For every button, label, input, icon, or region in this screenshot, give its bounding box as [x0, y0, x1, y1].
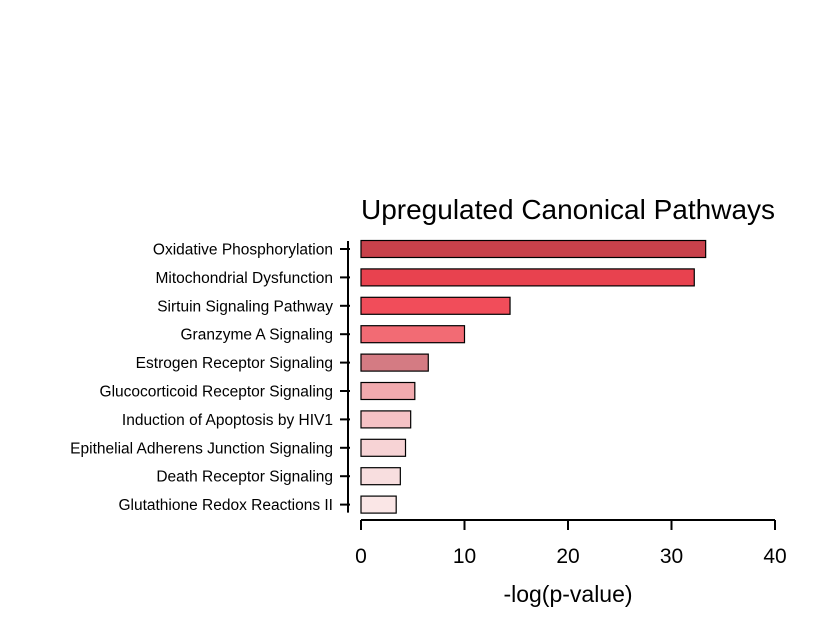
x-tick-label: 0	[355, 545, 367, 568]
bar	[360, 467, 401, 486]
x-tick-label: 30	[660, 545, 683, 568]
category-label: Induction of Apoptosis by HIV1	[122, 412, 333, 429]
bar	[360, 239, 707, 259]
category-label: Estrogen Receptor Signaling	[136, 355, 333, 372]
category-label: Mitochondrial Dysfunction	[156, 270, 333, 287]
bar	[360, 438, 407, 457]
category-label: Glucocorticoid Receptor Signaling	[100, 384, 333, 401]
x-tick-label: 40	[763, 545, 786, 568]
chart-title: Upregulated Canonical Pathways	[361, 194, 775, 225]
category-label: Glutathione Redox Reactions II	[118, 497, 333, 514]
bar	[360, 353, 429, 372]
category-label: Sirtuin Signaling Pathway	[157, 298, 333, 315]
x-axis-label: -log(p-value)	[503, 581, 632, 607]
x-tick-label: 10	[453, 545, 476, 568]
x-tick-label: 20	[556, 545, 579, 568]
category-label: Epithelial Adherens Junction Signaling	[70, 440, 333, 457]
category-label: Death Receptor Signaling	[156, 469, 333, 486]
x-axis: 0 10 20 30 40	[355, 519, 787, 568]
bars-group	[360, 239, 707, 514]
bar	[360, 410, 412, 429]
y-axis	[340, 241, 350, 513]
category-label: Oxidative Phosphorylation	[153, 242, 333, 259]
bar	[360, 268, 695, 287]
bar	[360, 495, 397, 514]
category-label: Granzyme A Signaling	[180, 327, 333, 344]
bar	[360, 296, 511, 315]
bar	[360, 381, 416, 401]
category-labels: Oxidative Phosphorylation Mitochondrial D…	[70, 242, 333, 515]
bar	[360, 325, 466, 344]
